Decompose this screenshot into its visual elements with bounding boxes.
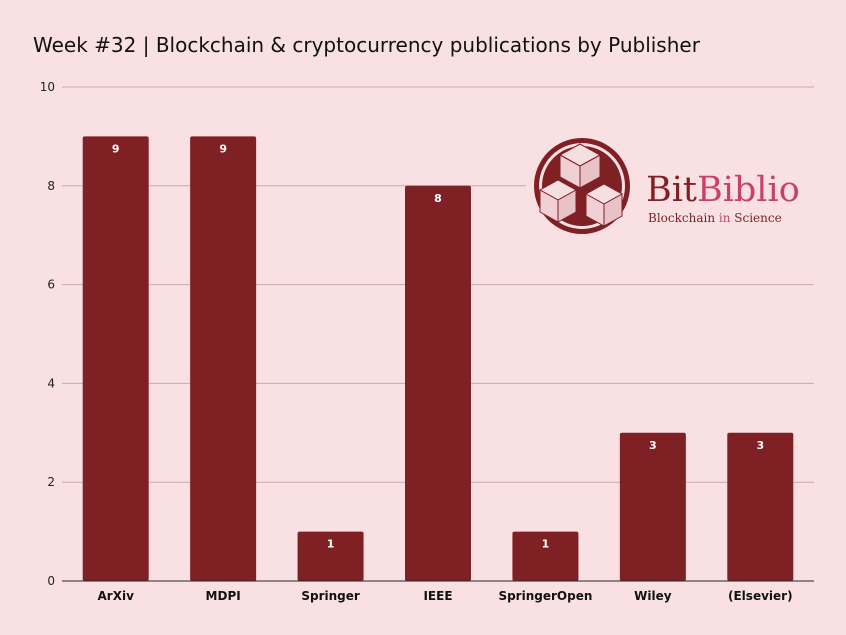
logo-tagline-3: Science <box>730 211 781 225</box>
logo-word-bit: Bit <box>646 170 697 210</box>
data-label: 8 <box>434 192 442 205</box>
x-tick-label: IEEE <box>423 589 452 603</box>
data-label: 9 <box>112 142 120 155</box>
y-tick-label: 0 <box>47 574 55 588</box>
y-axis-ticks: 0 2 4 6 8 10 <box>40 80 55 588</box>
x-tick-label: (Elsevier) <box>728 589 793 603</box>
bitbiblio-logo: BitBiblio Blockchain in Science <box>526 134 818 240</box>
x-tick-label: ArXiv <box>98 589 135 603</box>
logo-emblem-icon <box>534 138 630 234</box>
y-tick-label: 6 <box>47 278 55 292</box>
x-tick-label: MDPI <box>206 589 241 603</box>
bar <box>82 136 149 581</box>
bars <box>82 136 794 582</box>
logo-tagline: Blockchain in Science <box>648 211 782 225</box>
x-tick-label: Wiley <box>634 589 672 603</box>
data-label: 3 <box>756 439 764 452</box>
bar <box>190 136 257 581</box>
y-tick-label: 10 <box>40 80 55 94</box>
data-label: 1 <box>327 538 335 551</box>
bar <box>405 185 471 582</box>
x-tick-label: Springer <box>301 589 360 603</box>
logo-tagline-2: in <box>719 211 731 225</box>
x-tick-label: SpringerOpen <box>498 589 592 603</box>
logo-word-biblio: Biblio <box>697 170 800 210</box>
bar <box>512 531 579 581</box>
y-tick-label: 8 <box>47 179 55 193</box>
data-label: 3 <box>649 439 657 452</box>
y-tick-label: 2 <box>47 475 55 489</box>
chart-title: Week #32 | Blockchain & cryptocurrency p… <box>33 33 700 57</box>
logo-tagline-1: Blockchain <box>648 211 719 225</box>
x-axis-ticks: ArXiv MDPI Springer IEEE SpringerOpen Wiley (E… <box>98 589 793 603</box>
data-labels: 9 9 1 8 1 3 3 <box>112 142 764 550</box>
bar <box>619 432 686 581</box>
logo-wordmark: BitBiblio <box>646 170 800 210</box>
bar <box>297 531 364 581</box>
data-label: 1 <box>542 538 550 551</box>
data-label: 9 <box>219 142 227 155</box>
bar <box>727 432 794 581</box>
y-tick-label: 4 <box>47 376 55 390</box>
